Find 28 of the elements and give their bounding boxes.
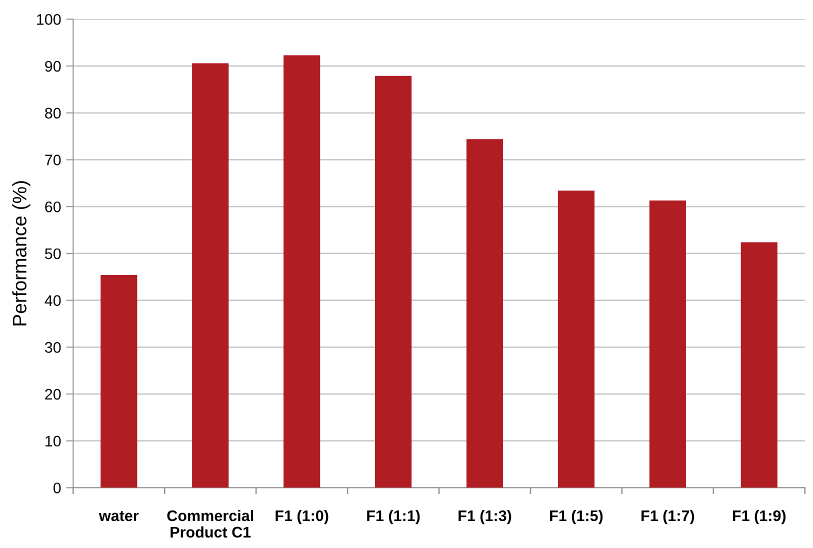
y-tick-label: 60 (45, 201, 61, 212)
y-tick-label: 0 (53, 482, 61, 494)
bar (374, 76, 412, 488)
x-tick-label: Commercial Product C1 (167, 510, 254, 538)
y-tick-label: 30 (44, 342, 61, 353)
x-tick-label: F1 (1:9) (733, 510, 786, 524)
y-tick-label: 80 (45, 108, 61, 119)
bar (558, 190, 595, 488)
y-tick-label: 100 (37, 14, 61, 25)
x-tick-label: F1 (1:1) (367, 510, 420, 524)
y-axis-title: Performance (%) (12, 181, 30, 326)
bar (192, 63, 229, 488)
bar (100, 275, 138, 488)
x-tick-label: water (98, 511, 139, 522)
y-tick-label: 40 (44, 295, 61, 306)
x-tick-label: F1 (1:5) (550, 510, 603, 524)
bar (284, 55, 320, 488)
y-tick-label: 20 (45, 388, 61, 400)
y-tick-label: 50 (44, 248, 61, 260)
y-tick-label: 90 (45, 60, 61, 72)
x-tick-label: F1 (1:7) (642, 510, 694, 524)
bar (466, 139, 504, 488)
x-tick-label: F1 (1:0) (276, 510, 328, 524)
x-tick-label: F1 (1:3) (458, 510, 512, 524)
y-tick-label: 70 (45, 154, 61, 166)
bar (649, 200, 686, 488)
bar (740, 242, 778, 488)
y-tick-label: 10 (46, 436, 61, 447)
